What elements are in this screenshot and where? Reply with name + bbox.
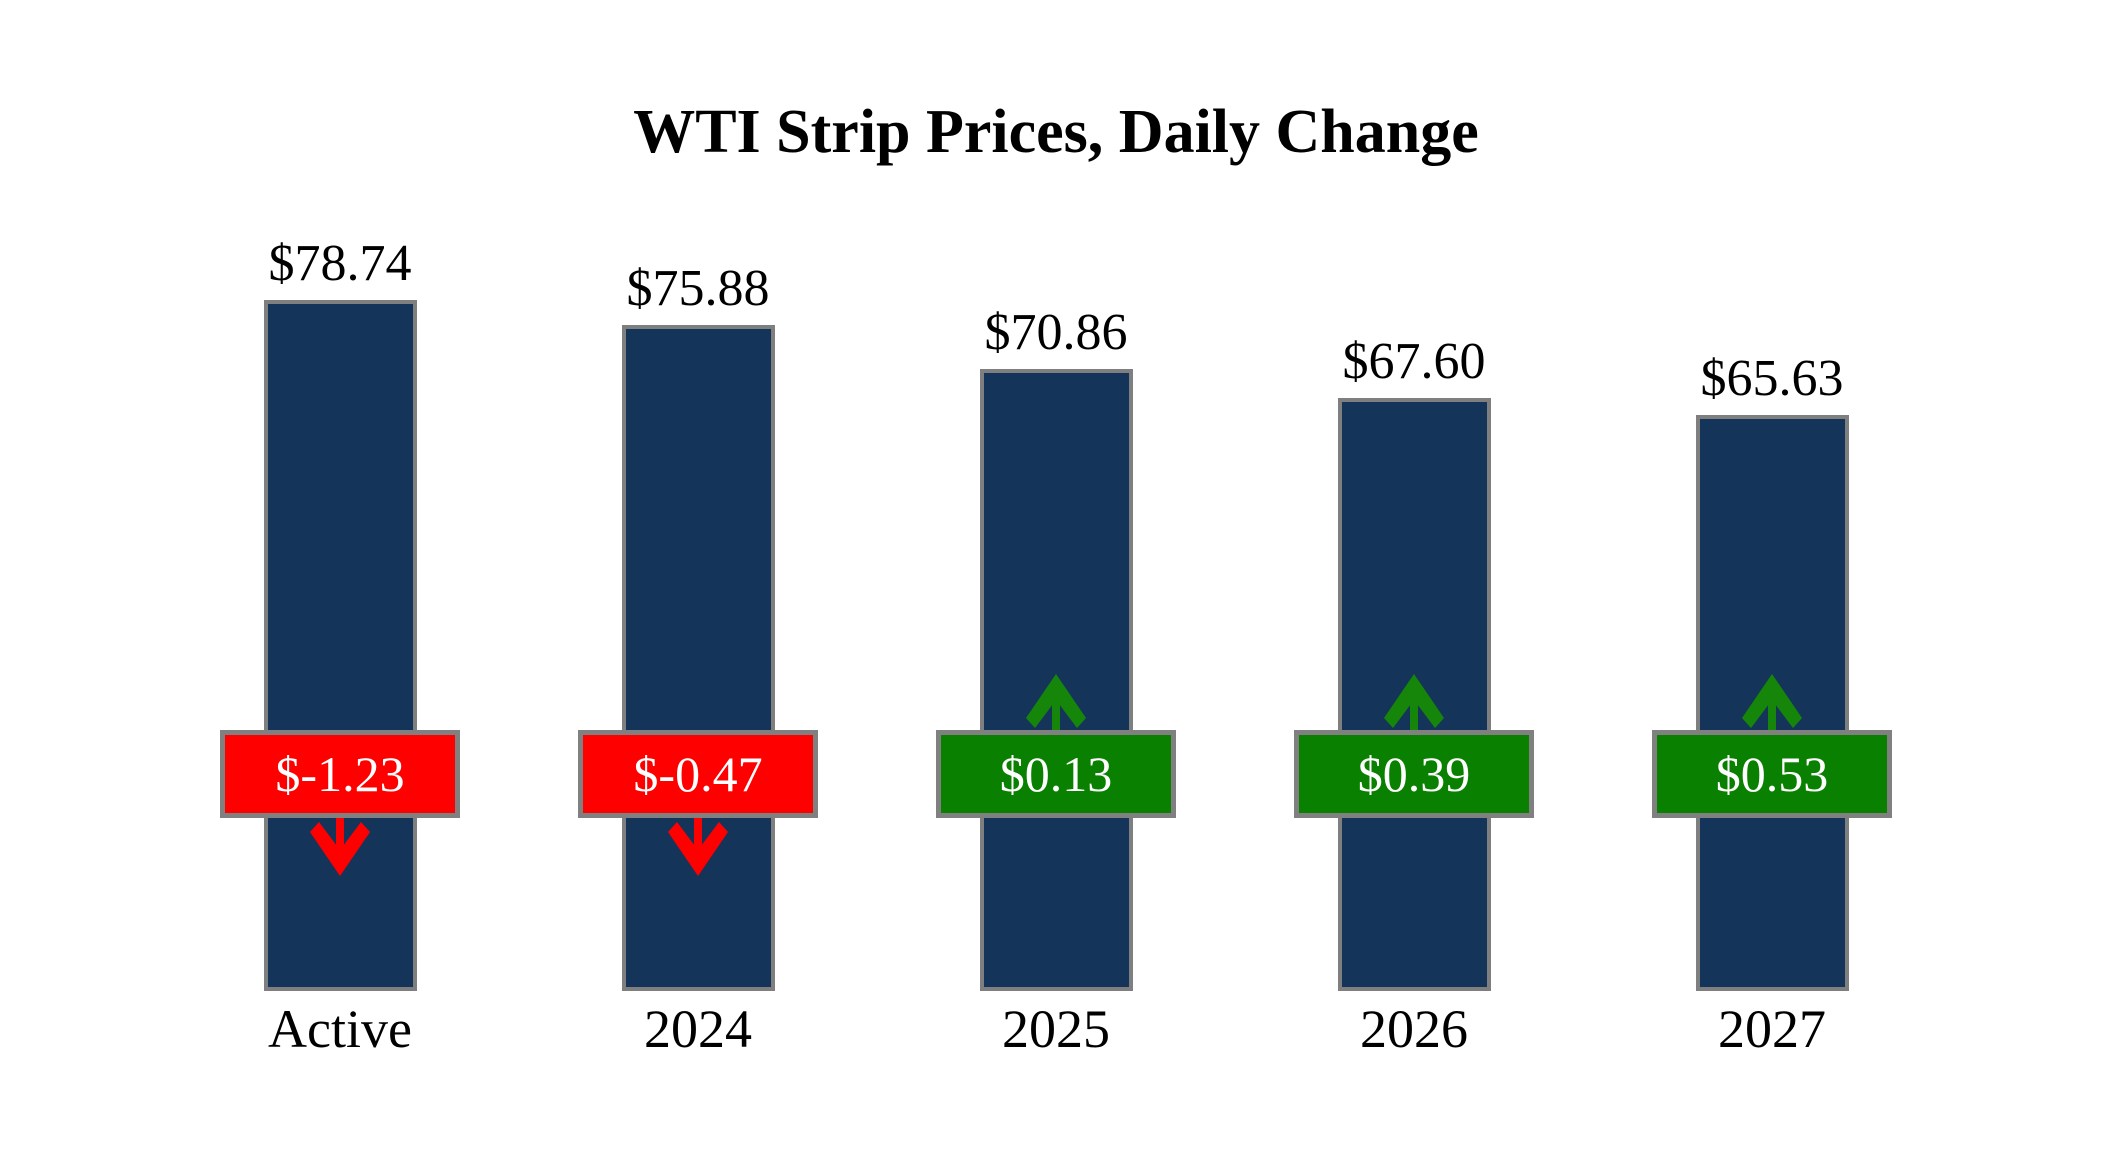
price-label: $78.74: [268, 235, 412, 292]
price-label: $75.88: [626, 260, 770, 317]
category-label: 2024: [644, 999, 752, 1059]
price-label: $70.86: [984, 304, 1128, 361]
change-badge: $-0.47: [578, 730, 818, 818]
change-badge: $0.39: [1294, 730, 1534, 818]
bar-group: $75.88 $-0.47 2024: [519, 0, 877, 1152]
bar-group: $67.60 $0.39 2026: [1235, 0, 1593, 1152]
price-bar: [263, 300, 417, 991]
down-arrow-icon: [668, 812, 728, 876]
change-label: $0.53: [1715, 746, 1829, 802]
change-badge: $0.53: [1652, 730, 1892, 818]
change-label: $0.39: [1357, 746, 1471, 802]
down-arrow-icon: [310, 812, 370, 876]
category-label: 2026: [1360, 999, 1468, 1059]
price-label: $67.60: [1342, 333, 1486, 390]
change-badge: $-1.23: [220, 730, 460, 818]
change-label: $-0.47: [633, 746, 763, 802]
chart-title: WTI Strip Prices, Daily Change: [633, 98, 1479, 166]
up-arrow-icon: [1384, 674, 1444, 738]
up-arrow-icon: [1742, 674, 1802, 738]
category-label: 2025: [1002, 999, 1110, 1059]
bar-group: $78.74 $-1.23 Active: [161, 0, 519, 1152]
change-label: $-1.23: [275, 746, 405, 802]
price-label: $65.63: [1700, 350, 1844, 407]
category-label: Active: [268, 999, 412, 1059]
category-label: 2027: [1718, 999, 1826, 1059]
price-bar: [621, 325, 775, 991]
bar-group: $70.86 $0.13 2025: [877, 0, 1235, 1152]
bar-group: $65.63 $0.53 2027: [1593, 0, 1951, 1152]
change-label: $0.13: [999, 746, 1113, 802]
up-arrow-icon: [1026, 674, 1086, 738]
change-badge: $0.13: [936, 730, 1176, 818]
